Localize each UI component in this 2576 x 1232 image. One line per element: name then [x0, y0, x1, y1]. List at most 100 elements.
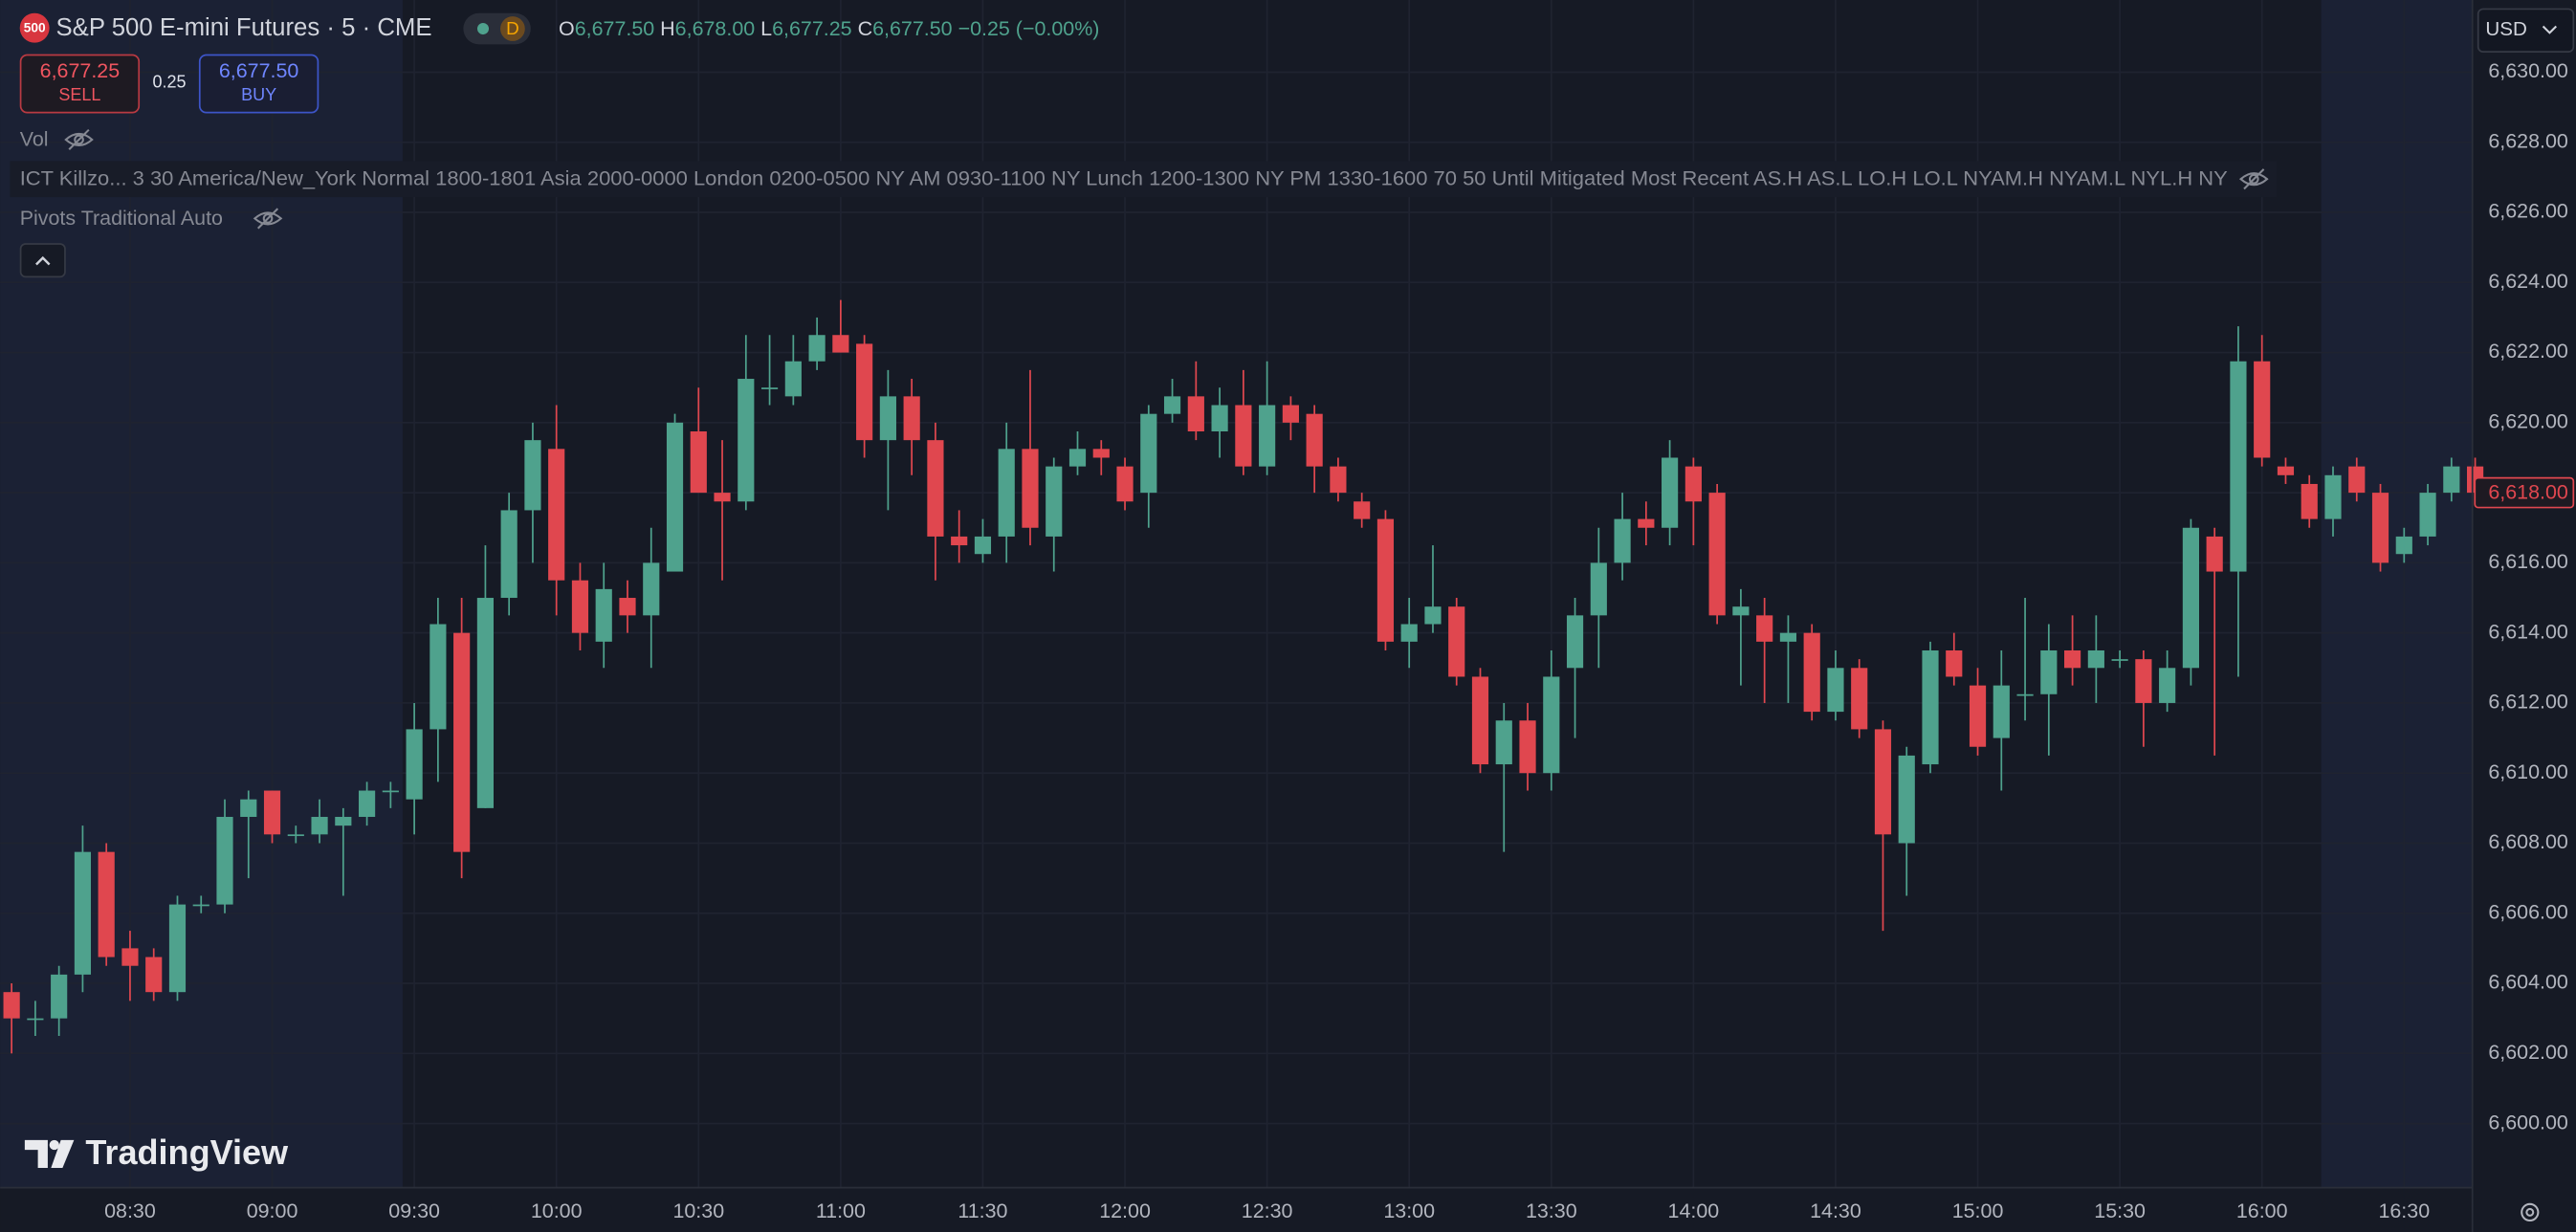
candle-body: [1756, 615, 1773, 642]
logo-mark: [24, 1139, 48, 1169]
y-tick-label: 6,622.00: [2488, 340, 2568, 363]
candle-body: [1874, 729, 1892, 835]
candle-body: [74, 851, 92, 975]
candle-body: [524, 440, 541, 511]
candle-body: [951, 536, 968, 546]
y-tick-label: 6,602.00: [2488, 1041, 2568, 1064]
candle-body: [1140, 413, 1157, 494]
candle-body: [1803, 632, 1820, 713]
logo: [24, 1139, 75, 1169]
y-tick-label: 6,628.00: [2488, 129, 2568, 152]
y-tick-label: 6,614.00: [2488, 620, 2568, 643]
symbol-title[interactable]: S&P 500 E-mini Futures · 5 · CME: [56, 14, 432, 41]
candle-body: [1732, 606, 1750, 616]
candle-body: [714, 493, 731, 502]
candle-body: [571, 580, 589, 633]
candle-body: [1708, 493, 1726, 616]
candle-body: [1922, 649, 1939, 765]
currency-button[interactable]: [2477, 8, 2575, 53]
candle-body: [2064, 649, 2081, 669]
settings-icon[interactable]: [2521, 1202, 2540, 1222]
y-tick-label: 6,610.00: [2488, 760, 2568, 783]
x-tick-label: 09:30: [388, 1199, 440, 1222]
sell-price: 6,677.25: [40, 59, 121, 82]
candle-body: [263, 790, 281, 835]
candle-body: [1400, 624, 1418, 642]
candle-body: [1590, 562, 1607, 616]
candle-body: [1898, 755, 1915, 844]
x-tick-label: 12:30: [1242, 1199, 1293, 1222]
indicator-label[interactable]: Vol: [20, 128, 49, 151]
candle-body: [1330, 466, 1347, 494]
ohlc-key: L: [760, 17, 772, 40]
hidden-icon[interactable]: [64, 128, 94, 151]
x-tick-label: 14:30: [1810, 1199, 1861, 1222]
interval-badge: D: [506, 19, 519, 39]
candle-body: [1376, 518, 1395, 642]
candle-body: [1211, 405, 1228, 432]
ohlc-value: 6,677.25: [772, 17, 852, 40]
symbol-icon: [19, 12, 50, 43]
hidden-icon[interactable]: [2238, 168, 2269, 190]
ohlc-value: 6,677.50: [575, 17, 655, 40]
candle-body: [548, 449, 565, 581]
candle-body: [1851, 668, 1868, 730]
candle-body: [2395, 536, 2412, 555]
x-tick-label: 11:30: [958, 1199, 1007, 1222]
indicator-bg: [10, 161, 2278, 198]
candle-body: [3, 992, 20, 1019]
candle-body: [2159, 668, 2176, 703]
candle-body: [27, 1018, 44, 1021]
candle-body: [2087, 649, 2104, 669]
sell-button[interactable]: [19, 54, 141, 114]
plot-area: [3, 299, 2484, 1054]
ohlc-key: C: [858, 17, 873, 40]
candle-body: [1779, 632, 1797, 642]
y-tick-label: 6,620.00: [2488, 410, 2568, 433]
x-tick-label: 08:30: [104, 1199, 156, 1222]
x-tick-label: 11:00: [816, 1199, 866, 1222]
buy-button[interactable]: [198, 54, 319, 114]
indicator-label[interactable]: Pivots Traditional Auto: [20, 207, 223, 230]
hidden-icon[interactable]: [253, 208, 283, 230]
candle-body: [856, 343, 873, 441]
session-shade: [2321, 0, 2473, 1188]
candle-body: [168, 904, 187, 993]
sell-label: SELL: [58, 85, 100, 104]
candle-body: [974, 536, 992, 555]
x-tick-label: 15:00: [1952, 1199, 2004, 1222]
y-tick-label: 6,616.00: [2488, 550, 2568, 573]
logo-text: TradingView: [85, 1133, 289, 1172]
logo-mark: [49, 1139, 59, 1151]
candle-body: [1022, 449, 1039, 528]
candle-body: [359, 790, 376, 818]
x-tick-label: 09:00: [247, 1199, 298, 1222]
candle-body: [1046, 466, 1063, 537]
candle-body: [51, 974, 68, 1019]
last-price-box: [2474, 476, 2575, 509]
candle-body: [1471, 676, 1489, 765]
candle-body: [216, 817, 233, 905]
ohlc-values: O6,677.50 H6,678.00 L6,677.25 C6,677.50 …: [559, 17, 1099, 40]
candle-body: [382, 790, 399, 793]
candle-body: [1187, 396, 1204, 432]
y-tick-label: 6,630.00: [2488, 59, 2568, 82]
candle-body: [1827, 668, 1844, 713]
candle-body: [2371, 493, 2389, 563]
buy-label: BUY: [241, 85, 276, 104]
collapse-button[interactable]: [19, 243, 66, 278]
y-tick-label: 6,612.00: [2488, 691, 2568, 714]
candle-body: [1969, 685, 1987, 747]
candle-body: [476, 598, 494, 808]
y-tick-label: 6,600.00: [2488, 1111, 2568, 1133]
candle-body: [998, 449, 1015, 537]
candle-body: [2016, 693, 2034, 696]
ohlc-value: 6,678.00: [675, 17, 756, 40]
market-open-dot: [476, 23, 490, 35]
collapse-icon: [35, 255, 51, 266]
indicator-label[interactable]: ICT Killzo... 3 30 America/New_York Norm…: [20, 167, 2228, 190]
candle-body: [832, 335, 849, 353]
candle-body: [760, 387, 779, 389]
